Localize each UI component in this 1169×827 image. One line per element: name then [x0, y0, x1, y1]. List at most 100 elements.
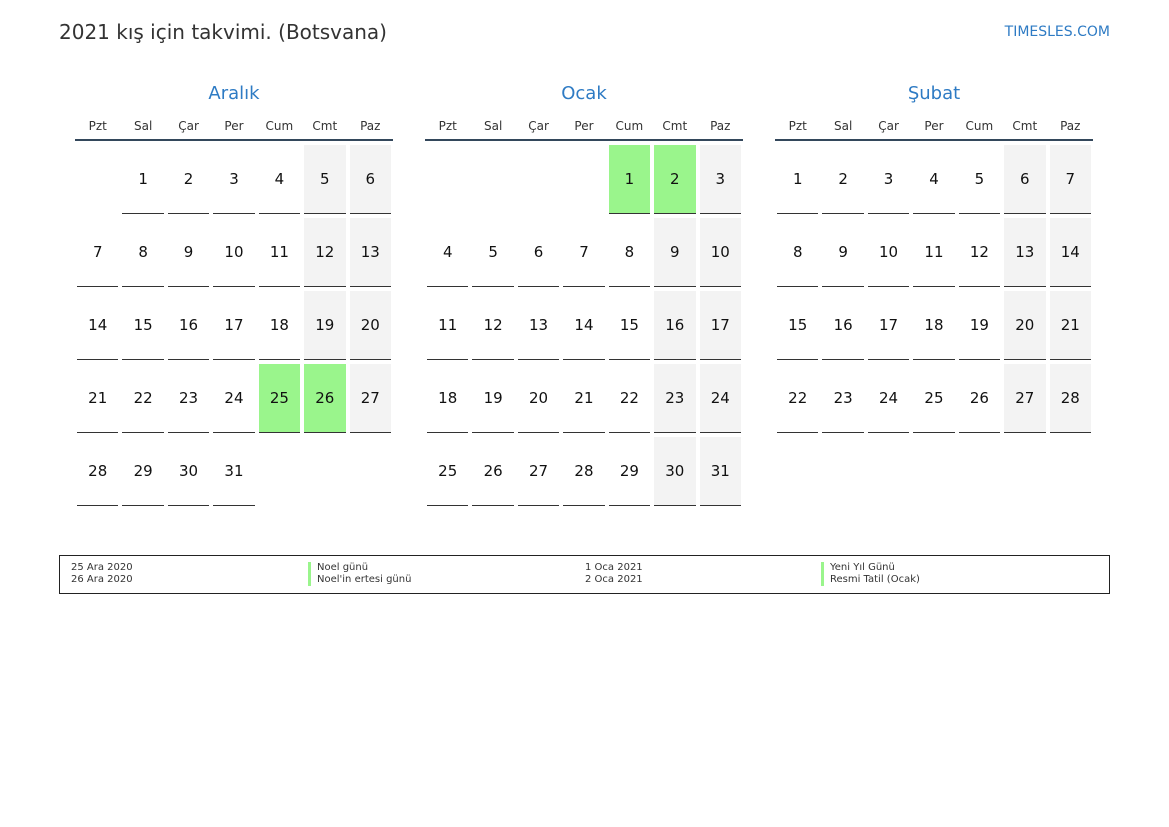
- day-cell[interactable]: 1: [775, 141, 820, 214]
- day-cell[interactable]: 2: [166, 141, 211, 214]
- holiday-day-cell[interactable]: 25: [257, 360, 302, 433]
- day-cell[interactable]: 28: [75, 433, 120, 506]
- day-cell[interactable]: 26: [470, 433, 515, 506]
- holiday-day-cell[interactable]: 1: [607, 141, 652, 214]
- weekend-day-cell[interactable]: 16: [652, 287, 697, 360]
- weekend-day-cell[interactable]: 23: [652, 360, 697, 433]
- weekend-day-cell[interactable]: 9: [652, 214, 697, 287]
- day-number: 16: [167, 291, 210, 360]
- site-link[interactable]: TIMESLES.COM: [1004, 24, 1110, 40]
- day-cell[interactable]: 20: [516, 360, 561, 433]
- day-cell[interactable]: 5: [470, 214, 515, 287]
- weekend-day-cell[interactable]: 27: [348, 360, 393, 433]
- day-cell[interactable]: 28: [561, 433, 606, 506]
- day-cell[interactable]: 8: [607, 214, 652, 287]
- day-cell[interactable]: 18: [425, 360, 470, 433]
- day-cell[interactable]: 10: [866, 214, 911, 287]
- day-cell[interactable]: 10: [211, 214, 256, 287]
- week-row: 15 16 17 18 19 20 21: [775, 287, 1093, 360]
- day-cell[interactable]: 17: [866, 287, 911, 360]
- day-cell[interactable]: 4: [257, 141, 302, 214]
- day-cell[interactable]: 19: [957, 287, 1002, 360]
- month-calendar: Aralık Pzt Sal Çar Per Cum Cmt Paz 1 2 3 4 5 6 7 8 9 10 11…: [75, 82, 393, 506]
- day-cell[interactable]: 7: [75, 214, 120, 287]
- day-cell[interactable]: 6: [516, 214, 561, 287]
- day-cell[interactable]: 22: [607, 360, 652, 433]
- weekend-day-cell[interactable]: 12: [302, 214, 347, 287]
- weekend-day-cell[interactable]: 24: [698, 360, 743, 433]
- weekend-day-cell[interactable]: 6: [1002, 141, 1047, 214]
- day-cell[interactable]: 25: [911, 360, 956, 433]
- day-cell[interactable]: 9: [820, 214, 865, 287]
- weekend-day-cell[interactable]: 14: [1048, 214, 1093, 287]
- day-cell[interactable]: 3: [866, 141, 911, 214]
- weekend-day-cell[interactable]: 21: [1048, 287, 1093, 360]
- day-cell[interactable]: 25: [425, 433, 470, 506]
- day-cell[interactable]: 27: [516, 433, 561, 506]
- day-cell[interactable]: 14: [75, 287, 120, 360]
- day-cell[interactable]: 29: [120, 433, 165, 506]
- day-cell[interactable]: 12: [957, 214, 1002, 287]
- day-cell[interactable]: 22: [775, 360, 820, 433]
- day-cell[interactable]: 22: [120, 360, 165, 433]
- weekend-day-cell[interactable]: 6: [348, 141, 393, 214]
- weekday-header: Pzt Sal Çar Per Cum Cmt Paz: [75, 117, 393, 141]
- day-cell[interactable]: 2: [820, 141, 865, 214]
- day-cell[interactable]: 11: [425, 287, 470, 360]
- weekend-day-cell[interactable]: 30: [652, 433, 697, 506]
- weekend-day-cell[interactable]: 3: [698, 141, 743, 214]
- day-cell[interactable]: 9: [166, 214, 211, 287]
- weekend-day-cell[interactable]: 28: [1048, 360, 1093, 433]
- day-cell[interactable]: 11: [257, 214, 302, 287]
- day-cell[interactable]: 3: [211, 141, 256, 214]
- weekend-day-cell[interactable]: 5: [302, 141, 347, 214]
- day-cell[interactable]: 24: [866, 360, 911, 433]
- day-cell[interactable]: 18: [257, 287, 302, 360]
- day-cell[interactable]: 13: [516, 287, 561, 360]
- day-cell[interactable]: 14: [561, 287, 606, 360]
- day-cell[interactable]: 1: [120, 141, 165, 214]
- day-cell[interactable]: 21: [75, 360, 120, 433]
- weekday-label: Cum: [265, 119, 294, 133]
- weekend-day-cell[interactable]: 27: [1002, 360, 1047, 433]
- holiday-day-cell[interactable]: 2: [652, 141, 697, 214]
- day-cell[interactable]: 8: [775, 214, 820, 287]
- weekend-day-cell[interactable]: 13: [348, 214, 393, 287]
- weekend-day-cell[interactable]: 13: [1002, 214, 1047, 287]
- weekend-day-cell[interactable]: 19: [302, 287, 347, 360]
- day-cell[interactable]: 30: [166, 433, 211, 506]
- day-cell[interactable]: 26: [957, 360, 1002, 433]
- day-cell[interactable]: 18: [911, 287, 956, 360]
- day-cell[interactable]: 11: [911, 214, 956, 287]
- day-cell[interactable]: 23: [820, 360, 865, 433]
- day-cell[interactable]: 15: [775, 287, 820, 360]
- weekend-day-cell[interactable]: 20: [1002, 287, 1047, 360]
- day-cell[interactable]: 19: [470, 360, 515, 433]
- weekend-day-cell[interactable]: 17: [698, 287, 743, 360]
- day-cell[interactable]: 4: [911, 141, 956, 214]
- day-cell[interactable]: 15: [120, 287, 165, 360]
- weekend-day-cell[interactable]: 10: [698, 214, 743, 287]
- weekend-day-cell[interactable]: 20: [348, 287, 393, 360]
- day-cell[interactable]: 4: [425, 214, 470, 287]
- day-cell[interactable]: 21: [561, 360, 606, 433]
- day-cell[interactable]: 29: [607, 433, 652, 506]
- day-cell[interactable]: 24: [211, 360, 256, 433]
- day-cell[interactable]: 23: [166, 360, 211, 433]
- day-cell[interactable]: 12: [470, 287, 515, 360]
- day-cell[interactable]: 15: [607, 287, 652, 360]
- day-number: 25: [427, 437, 469, 506]
- day-cell[interactable]: 17: [211, 287, 256, 360]
- weekend-day-cell[interactable]: 31: [698, 433, 743, 506]
- day-cell[interactable]: 8: [120, 214, 165, 287]
- day-cell[interactable]: 7: [561, 214, 606, 287]
- weekend-day-cell[interactable]: 7: [1048, 141, 1093, 214]
- day-number: 5: [472, 218, 514, 287]
- day-number: 18: [427, 364, 469, 433]
- day-cell[interactable]: 16: [820, 287, 865, 360]
- day-cell[interactable]: 16: [166, 287, 211, 360]
- day-number: 9: [822, 218, 864, 287]
- day-cell[interactable]: 5: [957, 141, 1002, 214]
- holiday-day-cell[interactable]: 26: [302, 360, 347, 433]
- day-cell[interactable]: 31: [211, 433, 256, 506]
